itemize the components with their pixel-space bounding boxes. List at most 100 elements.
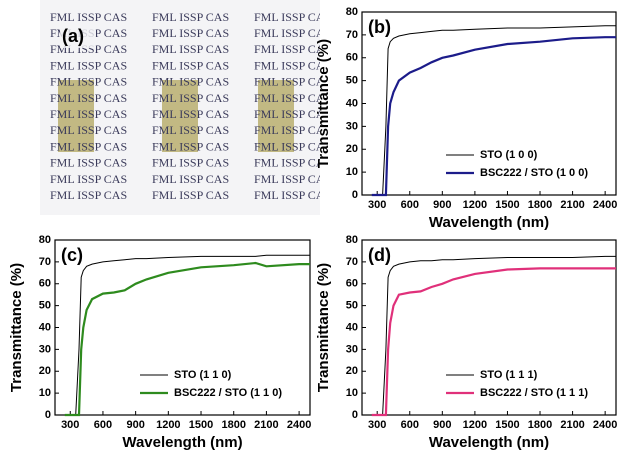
photo-text: FML ISSP CAS <box>152 156 229 170</box>
photo-text: FML ISSP CAS <box>152 26 229 40</box>
series-line <box>371 267 616 417</box>
x-tick-label: 1500 <box>495 199 519 211</box>
y-tick-label: 10 <box>346 166 358 178</box>
x-tick-label: 1800 <box>528 419 552 431</box>
y-tick-label: 10 <box>346 387 358 399</box>
y-tick-label: 20 <box>346 143 358 155</box>
series-line <box>64 261 310 417</box>
panel-label: (d) <box>368 245 391 265</box>
y-axis-label: Transmittance (%) <box>315 39 332 168</box>
photo-text: FML ISSP CAS <box>152 107 229 121</box>
x-tick-label: 1800 <box>528 199 552 211</box>
legend-label: STO (1 1 1) <box>480 369 538 381</box>
x-tick-label: 600 <box>94 419 112 431</box>
y-tick-label: 70 <box>346 256 358 268</box>
y-tick-label: 40 <box>346 321 358 333</box>
photo-text: FML ISSP CAS <box>254 58 331 72</box>
photo-text: FML ISSP CAS <box>152 58 229 72</box>
y-tick-label: 20 <box>39 365 51 377</box>
legend-label: BSC222 / STO (1 1 0) <box>174 387 282 399</box>
y-tick-label: 0 <box>45 409 51 421</box>
photo-text: FML ISSP CAS <box>152 172 229 186</box>
y-tick-label: 70 <box>39 256 51 268</box>
legend-label: BSC222 / STO (1 1 1) <box>480 387 588 399</box>
photo-text: FML ISSP CAS <box>254 42 331 56</box>
photo-text: FML ISSP CAS <box>254 91 331 105</box>
y-tick-label: 60 <box>346 52 358 64</box>
legend-label: STO (1 1 0) <box>174 369 232 381</box>
photo-text: FML ISSP CAS <box>254 188 331 202</box>
photo-text: FML ISSP CAS <box>254 10 331 24</box>
x-tick-label: 600 <box>401 419 419 431</box>
x-axis-label: Wavelength (nm) <box>429 214 549 231</box>
photo-text: FML ISSP CAS <box>254 139 331 153</box>
x-tick-label: 600 <box>401 199 419 211</box>
photo-text: FML ISSP CAS <box>152 91 229 105</box>
photo-text: FML ISSP CAS <box>50 10 127 24</box>
y-tick-label: 30 <box>346 120 358 132</box>
photo-text: FML ISSP CAS <box>152 139 229 153</box>
x-tick-label: 1500 <box>189 419 213 431</box>
sample <box>162 80 198 152</box>
photo-text: FML ISSP CAS <box>50 172 127 186</box>
photo-text: FML ISSP CAS <box>152 10 229 24</box>
x-tick-label: 900 <box>126 419 144 431</box>
x-tick-label: 1200 <box>463 199 487 211</box>
series-line <box>371 25 616 196</box>
y-tick-label: 0 <box>352 409 358 421</box>
photo-text: FML ISSP CAS <box>152 75 229 89</box>
x-tick-label: 2100 <box>560 419 584 431</box>
label-background <box>60 24 96 48</box>
x-tick-label: 900 <box>433 199 451 211</box>
photo-text: FML ISSP CAS <box>254 123 331 137</box>
panel-label: (b) <box>368 17 391 37</box>
y-tick-label: 40 <box>39 321 51 333</box>
x-tick-label: 300 <box>61 419 79 431</box>
y-tick-label: 20 <box>346 365 358 377</box>
y-tick-label: 50 <box>346 75 358 87</box>
x-tick-label: 300 <box>368 199 386 211</box>
photo-text: FML ISSP CAS <box>50 123 127 137</box>
photo-text: FML ISSP CAS <box>152 42 229 56</box>
photo-text: FML ISSP CAS <box>50 188 127 202</box>
x-tick-label: 2400 <box>287 419 311 431</box>
photo-text: FML ISSP CAS <box>254 107 331 121</box>
y-tick-label: 40 <box>346 97 358 109</box>
x-tick-label: 2100 <box>254 419 278 431</box>
legend-label: STO (1 0 0) <box>480 149 538 161</box>
sample <box>58 80 94 152</box>
photo-text: FML ISSP CAS <box>50 91 127 105</box>
photo-text: FML ISSP CAS <box>254 172 331 186</box>
x-axis-label: Wavelength (nm) <box>122 434 242 451</box>
photo-text: FML ISSP CAS <box>254 26 331 40</box>
chart: 0 10 20 30 40 50 60 70 80 300 600 900 1200 1500 1800 21… <box>315 234 617 451</box>
x-tick-label: 2400 <box>593 199 617 211</box>
panel-label: (c) <box>61 245 83 265</box>
x-tick-label: 300 <box>368 419 386 431</box>
series-line <box>371 36 616 197</box>
y-axis-label: Transmittance (%) <box>8 263 25 392</box>
y-tick-label: 80 <box>346 6 358 18</box>
legend-label: BSC222 / STO (1 0 0) <box>480 167 588 179</box>
y-tick-label: 30 <box>39 343 51 355</box>
chart: 0 10 20 30 40 50 60 70 80 300 600 900 1200 1500 1800 21… <box>315 6 617 231</box>
x-tick-label: 1800 <box>221 419 245 431</box>
photo-text: FML ISSP CAS <box>50 75 127 89</box>
x-tick-label: 1200 <box>156 419 180 431</box>
series-line <box>64 254 310 416</box>
x-tick-label: 2100 <box>560 199 584 211</box>
y-tick-label: 60 <box>346 278 358 290</box>
y-tick-label: 80 <box>346 234 358 246</box>
x-tick-label: 900 <box>433 419 451 431</box>
y-tick-label: 0 <box>352 189 358 201</box>
photo-text: FML ISSP CAS <box>254 156 331 170</box>
chart: 0 10 20 30 40 50 60 70 80 300 600 900 1200 1500 1800 21… <box>8 234 311 451</box>
photo-text: FML ISSP CAS <box>50 139 127 153</box>
photo-panel: FML ISSP CAS FML ISSP CAS FML ISSP CAS FML … <box>40 0 331 215</box>
y-tick-label: 10 <box>39 387 51 399</box>
x-tick-label: 2400 <box>593 419 617 431</box>
photo-text: FML ISSP CAS <box>254 75 331 89</box>
photo-text: FML ISSP CAS <box>50 107 127 121</box>
y-tick-label: 70 <box>346 29 358 41</box>
